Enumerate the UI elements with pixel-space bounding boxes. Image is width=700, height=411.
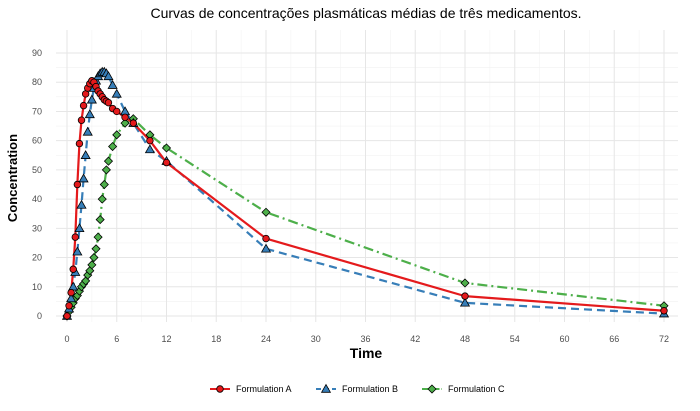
x-tick-label: 72	[659, 334, 669, 344]
x-tick-label: 12	[161, 334, 171, 344]
x-tick-label: 18	[211, 334, 221, 344]
formulation-b-point	[103, 71, 114, 81]
formulation-b-point	[459, 297, 471, 307]
y-tick-label: 70	[32, 106, 42, 116]
formulation-c-point	[99, 179, 109, 190]
formulation-a-point	[67, 288, 75, 297]
formulation-b-point	[74, 223, 85, 233]
formulation-b-point	[84, 109, 95, 119]
y-tick-label: 10	[32, 282, 42, 292]
y-tick-label: 80	[32, 77, 42, 87]
y-tick-label: 60	[32, 136, 42, 146]
series-markers	[61, 66, 670, 321]
formulation-a-point	[162, 158, 171, 167]
formulation-a-point	[121, 113, 129, 121]
formulation-b-point	[260, 243, 272, 253]
x-tick-label: 60	[559, 334, 569, 344]
formulation-c-point	[261, 207, 271, 217]
y-tick-label: 40	[32, 194, 42, 204]
x-tick-label: 36	[360, 334, 370, 344]
formulation-a-point	[113, 107, 121, 116]
formulation-c-point	[460, 278, 470, 288]
formulation-a-point	[69, 265, 77, 273]
formulation-b-point	[111, 88, 122, 98]
formulation-a-point	[129, 119, 138, 127]
formulation-a-point	[146, 136, 154, 145]
formulation-a-point	[660, 307, 668, 315]
legend-label-formulation-a: Formulation A	[236, 384, 292, 394]
formulation-b-point	[107, 79, 118, 89]
formulation-b-point	[78, 173, 89, 183]
legend-marker-formulation-b	[320, 383, 332, 393]
chart-title: Curvas de concentrações plasmáticas médi…	[150, 5, 581, 21]
y-tick-label: 20	[32, 253, 42, 263]
x-tick-label: 42	[410, 334, 420, 344]
formulation-c-point	[97, 194, 107, 204]
y-tick-label: 50	[32, 165, 42, 175]
legend-marker-formulation-c	[427, 384, 437, 394]
formulation-a-point	[71, 233, 79, 241]
formulation-b-point	[66, 293, 77, 303]
legend-label-formulation-b: Formulation B	[342, 384, 398, 394]
formulation-c-point	[91, 244, 101, 254]
formulation-b-point	[144, 144, 156, 154]
formulation-c-point	[89, 252, 99, 263]
y-axis-title: Concentration	[5, 134, 20, 222]
formulation-a-point	[79, 101, 88, 110]
formulation-a-point	[63, 312, 71, 320]
formulation-b-point	[86, 94, 97, 104]
legend-item-formulation-a: Formulation A	[210, 384, 292, 394]
formulation-c-point	[112, 130, 122, 140]
y-tick-label: 30	[32, 223, 42, 233]
legend-label-formulation-c: Formulation C	[448, 384, 505, 394]
formulation-a-point	[73, 180, 82, 189]
formulation-a-point	[77, 116, 86, 124]
tick-labels: 0 6 12 18 24 30 36 42 48 54 60 66 72 0 10 20 30 40 50 60 70 8…	[32, 48, 669, 344]
formulation-c-point	[95, 215, 105, 225]
formulation-a-point	[262, 234, 270, 243]
formulation-b-point	[82, 126, 93, 136]
formulation-c-point	[108, 141, 118, 152]
x-tick-label: 6	[114, 334, 119, 344]
formulation-b-point	[76, 199, 87, 209]
formulation-a-point	[75, 139, 84, 148]
formulation-c-point	[93, 232, 103, 242]
x-tick-label: 30	[311, 334, 321, 344]
x-tick-label: 66	[609, 334, 619, 344]
formulation-c-point	[120, 118, 130, 128]
legend-marker-formulation-a	[216, 385, 224, 393]
y-tick-label: 90	[32, 48, 42, 58]
x-tick-label: 48	[460, 334, 470, 344]
x-axis-title: Time	[350, 345, 383, 361]
formulation-c-point	[103, 156, 114, 166]
legend: Formulation A Formulation B Formulation C	[210, 383, 505, 394]
formulation-c-point	[87, 260, 97, 270]
x-tick-label: 24	[261, 334, 271, 344]
grid	[56, 30, 678, 322]
formulation-b-point	[72, 246, 83, 256]
formulation-b-point	[68, 281, 79, 291]
formulation-a-point	[461, 292, 469, 300]
x-tick-label: 0	[64, 334, 69, 344]
legend-item-formulation-b: Formulation B	[316, 383, 398, 394]
formulation-a-point	[104, 98, 113, 107]
formulation-c-point	[101, 165, 111, 175]
y-tick-label: 0	[37, 311, 42, 321]
formulation-a-point	[65, 302, 73, 310]
formulation-b-point	[80, 150, 91, 159]
x-tick-label: 54	[510, 334, 520, 344]
formulation-c-point	[161, 143, 172, 153]
legend-item-formulation-c: Formulation C	[422, 384, 505, 394]
